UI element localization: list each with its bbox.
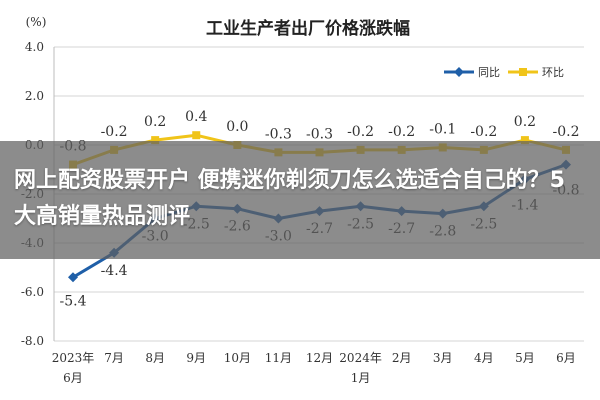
data-label-mom: 0.2	[514, 114, 536, 130]
x-tick-label: 2月	[392, 351, 412, 365]
data-label-yoy: -5.4	[60, 293, 87, 309]
data-point-yoy	[68, 272, 78, 283]
data-label-mom: -0.2	[347, 124, 374, 140]
x-tick-label: 6月	[556, 351, 576, 365]
article-title-text[interactable]: 网上配资股票开户 便携迷你剃须刀怎么选适合自己的？5大高销量热品测评	[14, 168, 565, 229]
y-tick-label: 2.0	[25, 89, 44, 103]
y-unit-label: (%)	[26, 15, 47, 29]
data-label-mom: -0.3	[265, 126, 292, 142]
data-point-mom	[520, 136, 529, 145]
data-label-yoy: -4.4	[101, 263, 128, 279]
data-label-mom: -0.2	[470, 124, 497, 140]
x-tick-label: 8月	[145, 351, 165, 365]
x-tick-label: 3月	[433, 351, 453, 365]
article-title-overlay[interactable]: 网上配资股票开户 便携迷你剃须刀怎么选适合自己的？5大高销量热品测评	[0, 141, 600, 259]
y-tick-label: -6.0	[21, 285, 44, 299]
data-point-mom	[151, 136, 160, 145]
x-tick-label: 9月	[186, 351, 206, 365]
x-tick-label: 2024年 1月	[339, 351, 382, 385]
data-label-mom: -0.2	[388, 124, 415, 140]
x-tick-label: 7月	[104, 351, 124, 365]
data-label-mom: 0.0	[226, 119, 248, 135]
data-label-mom: -0.2	[101, 124, 128, 140]
y-tick-label: -8.0	[21, 334, 44, 348]
x-tick-label: 4月	[474, 351, 494, 365]
legend-label-yoy: 同比	[478, 66, 500, 79]
data-label-mom: -0.3	[306, 126, 333, 142]
data-label-mom: 0.4	[185, 109, 207, 125]
x-tick-label: 5月	[515, 351, 535, 365]
chart-title: 工业生产者出厂价格涨跌幅	[206, 18, 410, 39]
x-tick-label: 11月	[265, 351, 292, 365]
data-label-mom: -0.1	[429, 121, 456, 137]
legend-label-mom: 环比	[542, 66, 564, 79]
data-point-mom	[192, 131, 201, 140]
x-tick-label: 2023年 6月	[52, 351, 95, 385]
legend-marker-mom	[519, 68, 527, 76]
y-tick-label: 4.0	[25, 40, 44, 54]
data-label-mom: -0.2	[553, 124, 580, 140]
legend-marker-yoy	[454, 67, 464, 77]
x-tick-label: 12月	[306, 351, 333, 365]
data-label-mom: 0.2	[144, 114, 166, 130]
x-tick-label: 10月	[224, 351, 251, 365]
